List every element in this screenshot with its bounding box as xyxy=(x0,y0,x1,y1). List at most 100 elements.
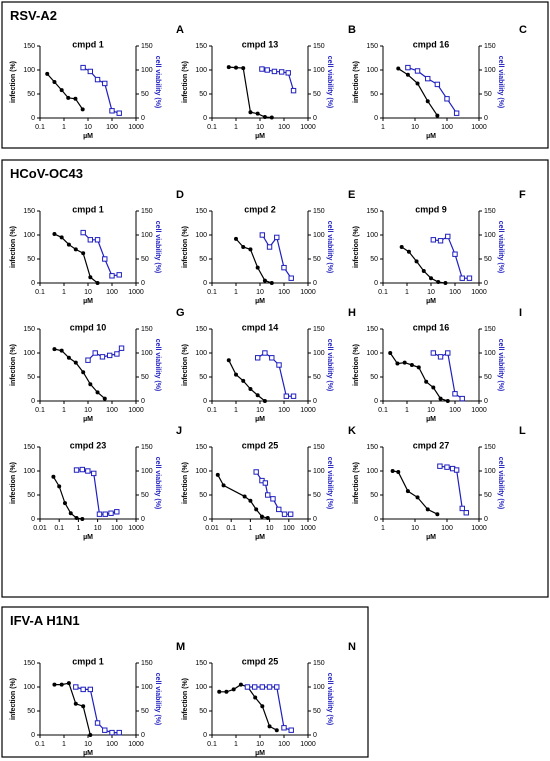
marker xyxy=(94,76,101,83)
marker xyxy=(288,275,294,281)
marker xyxy=(452,251,458,257)
y-tick-label: 0 xyxy=(203,280,207,287)
marker xyxy=(270,496,276,502)
marker xyxy=(255,111,260,116)
y-tick-label: 150 xyxy=(23,208,35,215)
x-tick-label: 10 xyxy=(411,124,419,131)
y-tick-label: 50 xyxy=(27,708,35,715)
marker xyxy=(287,511,294,517)
y2-tick-label: 50 xyxy=(484,492,492,499)
marker xyxy=(453,110,460,116)
marker xyxy=(108,510,114,516)
y-tick-label: 0 xyxy=(203,732,207,739)
x-tick-label: 0.1 xyxy=(207,124,217,131)
marker xyxy=(87,237,94,243)
section-box xyxy=(1,1,549,149)
y2-tick-label: 150 xyxy=(141,660,153,667)
marker xyxy=(388,351,393,355)
x-axis-label: µM xyxy=(83,133,93,140)
y-tick-label: 100 xyxy=(195,350,207,357)
marker xyxy=(264,67,270,73)
marker xyxy=(262,278,267,283)
y2-tick-label: 150 xyxy=(484,43,496,50)
y2-tick-label: 0 xyxy=(313,280,317,287)
y2-axis-label: cell viability (%) xyxy=(154,673,161,726)
y2-tick-label: 150 xyxy=(313,660,325,667)
marker xyxy=(402,360,407,365)
x-tick-label: 1 xyxy=(234,407,238,414)
y2-tick-label: 100 xyxy=(141,350,153,357)
y-axis-label: infection (%) xyxy=(353,61,360,103)
y-axis-label: infection (%) xyxy=(182,678,189,720)
x-tick-label: 10 xyxy=(256,407,264,414)
x-axis-label: µM xyxy=(83,534,93,541)
marker xyxy=(118,345,125,351)
marker xyxy=(62,501,67,506)
marker xyxy=(445,399,450,403)
marker xyxy=(217,689,222,694)
y2-tick-label: 50 xyxy=(484,256,492,263)
y-tick-label: 50 xyxy=(370,256,378,263)
x-axis-label: µM xyxy=(426,133,436,140)
series-line xyxy=(397,68,438,116)
x-tick-label: 10 xyxy=(84,407,92,414)
marker xyxy=(95,390,100,395)
y2-axis-label: cell viability (%) xyxy=(497,56,504,109)
x-tick-label: 100 xyxy=(441,124,453,131)
chart-title: cmpd 16 xyxy=(413,322,450,332)
x-axis-label: µM xyxy=(83,416,93,423)
chart-title: cmpd 16 xyxy=(413,39,450,49)
x-tick-label: 0.1 xyxy=(207,289,217,296)
x-tick-label: 100 xyxy=(283,525,295,532)
marker xyxy=(276,506,282,513)
marker xyxy=(221,483,226,488)
y2-tick-label: 0 xyxy=(141,516,145,523)
y-tick-label: 0 xyxy=(31,516,35,523)
y-axis-label: infection (%) xyxy=(353,344,360,386)
y2-axis-label: cell viability (%) xyxy=(326,339,333,392)
y-tick-label: 0 xyxy=(374,516,378,523)
x-tick-label: 1000 xyxy=(300,407,316,414)
marker xyxy=(267,724,272,729)
x-tick-label: 0.01 xyxy=(33,525,47,532)
y2-axis-label: cell viability (%) xyxy=(154,339,161,392)
marker xyxy=(59,235,64,240)
y2-tick-label: 150 xyxy=(141,208,153,215)
marker xyxy=(91,470,97,477)
marker xyxy=(52,232,57,237)
marker xyxy=(271,68,278,75)
y2-axis-label: cell viability (%) xyxy=(497,339,504,392)
y2-tick-label: 150 xyxy=(313,444,325,451)
x-tick-label: 10 xyxy=(411,525,419,532)
y-tick-label: 150 xyxy=(23,326,35,333)
marker xyxy=(459,395,465,402)
marker xyxy=(66,355,71,360)
panel-letter: C xyxy=(519,24,527,36)
marker xyxy=(45,71,50,76)
x-tick-label: 1 xyxy=(62,289,66,296)
marker xyxy=(224,689,229,694)
y-axis-label: infection (%) xyxy=(10,344,17,386)
marker xyxy=(80,686,86,693)
marker xyxy=(73,247,78,252)
y2-tick-label: 50 xyxy=(313,91,321,98)
marker xyxy=(73,684,79,690)
y2-tick-label: 100 xyxy=(141,684,153,691)
marker xyxy=(238,682,243,687)
marker xyxy=(116,272,122,278)
y-tick-label: 0 xyxy=(31,115,35,122)
y2-axis-label: cell viability (%) xyxy=(326,457,333,510)
series-line xyxy=(257,352,294,397)
y2-tick-label: 0 xyxy=(141,732,145,739)
marker xyxy=(278,69,285,75)
marker xyxy=(424,379,429,384)
x-tick-label: 10 xyxy=(84,289,92,296)
marker xyxy=(241,66,246,71)
marker xyxy=(425,75,431,82)
x-tick-label: 100 xyxy=(278,741,290,748)
x-tick-label: 1 xyxy=(62,741,66,748)
x-axis-label: µM xyxy=(255,416,265,423)
panel-letter: L xyxy=(519,425,526,437)
series-line xyxy=(76,468,117,515)
